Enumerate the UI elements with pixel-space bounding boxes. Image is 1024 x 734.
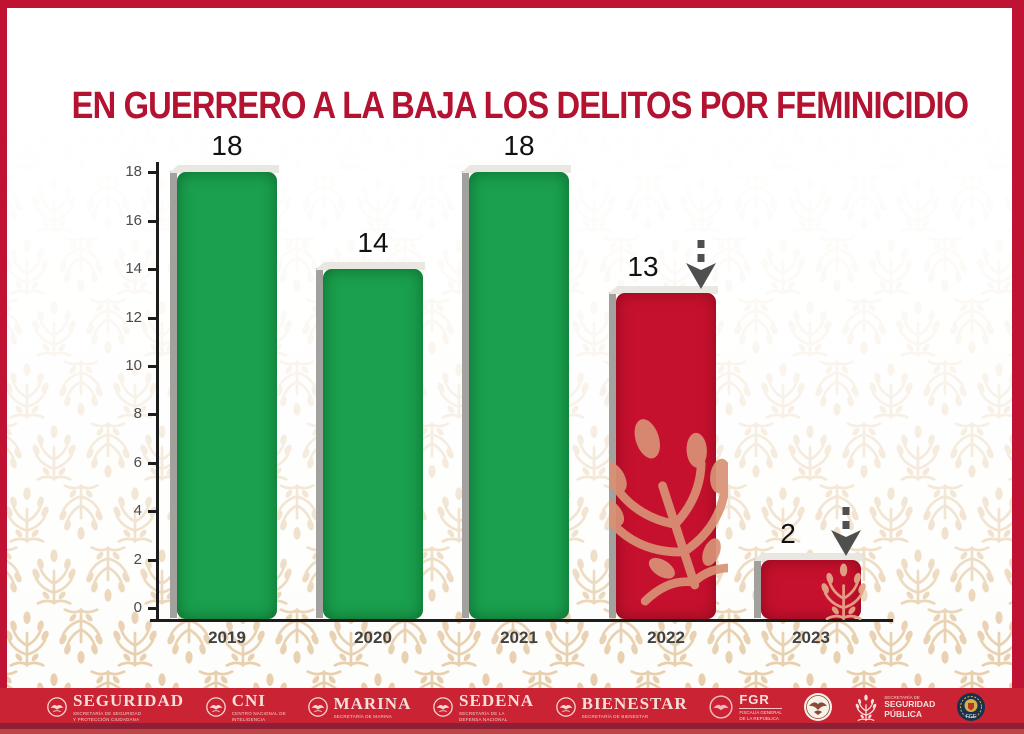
bar-value-label: 18 xyxy=(503,130,535,161)
logo-label: SEGURIDAD xyxy=(73,690,185,710)
bar-fill xyxy=(469,172,569,619)
down-arrow-icon xyxy=(831,507,861,556)
bar-cap xyxy=(753,553,863,561)
y-axis-tick-label: 18 xyxy=(125,163,142,181)
y-axis-tick-label: 2 xyxy=(133,550,142,568)
x-axis-label: 2019 xyxy=(208,628,246,647)
logo-label: FGR xyxy=(739,691,770,707)
y-axis-tick-label: 6 xyxy=(133,453,142,471)
y-axis-tick xyxy=(148,268,158,272)
x-axis-label: 2023 xyxy=(792,628,830,647)
y-axis-line xyxy=(156,162,159,621)
y-axis-tick-label: 14 xyxy=(125,260,142,278)
logo-subtitle: SECRETARÍA DE MARINA xyxy=(333,713,393,719)
eagle-seal-icon xyxy=(433,697,453,717)
logo-subtitle: SECRETARÍA DE BIENESTAR xyxy=(581,713,649,719)
y-axis-tick-label: 4 xyxy=(133,502,142,520)
y-axis-tick xyxy=(148,607,158,610)
y-axis-tick xyxy=(148,413,158,417)
page-title: EN GUERRERO A LA BAJA LOS DELITOS POR FE… xyxy=(71,85,969,128)
y-axis-tick xyxy=(148,171,158,175)
footer-bottom-stripe xyxy=(0,729,1024,734)
bar-fill xyxy=(616,293,716,619)
logo-cni: CNI CENTRO NACIONAL DE INTELIGENCIA xyxy=(205,692,286,722)
tree-icon xyxy=(854,693,878,721)
top-border-band xyxy=(0,0,1024,8)
y-axis-tick xyxy=(148,365,158,368)
eagle-seal-icon xyxy=(47,697,67,717)
logo-marina: MARINA SECRETARÍA DE MARINA xyxy=(307,695,412,720)
bar-fill xyxy=(323,269,423,619)
logo-label: SEDENA xyxy=(459,690,534,710)
y-axis-tick xyxy=(148,510,158,514)
bar-fill xyxy=(761,560,861,619)
logo-seguridad-publica: SECRETARÍA DE SEGURIDAD PÚBLICA xyxy=(853,692,935,722)
logo-seguridad: SEGURIDAD SECRETARÍA DE SEGURIDAD Y PROTE… xyxy=(46,692,184,722)
bar-side xyxy=(462,171,469,618)
bar-side xyxy=(170,171,177,618)
x-axis-label: 2020 xyxy=(354,628,392,647)
logo-subtitle: SECRETARÍA DE xyxy=(884,695,920,701)
eagle-seal-icon xyxy=(555,697,576,717)
y-axis-tick xyxy=(148,219,158,223)
bar-value-label: 13 xyxy=(627,251,659,282)
round-eagle-seal-icon xyxy=(803,693,832,721)
bar-side xyxy=(316,268,323,618)
logo-subtitle: FISCALÍA GENERAL DE LA REPÚBLICA xyxy=(739,707,782,721)
logo-sedena: SEDENA SECRETARÍA DE LA DEFENSA NACIONAL xyxy=(432,692,534,722)
y-axis-tick xyxy=(148,558,158,562)
right-border-band xyxy=(1012,8,1024,689)
bar-2020 xyxy=(315,262,425,619)
y-axis-tick-label: 8 xyxy=(133,405,142,423)
logo-label: CNI xyxy=(231,690,266,710)
bar-2022 xyxy=(608,286,718,619)
bar-value-label: 14 xyxy=(357,227,389,258)
bar-2023 xyxy=(753,553,863,619)
footer-bar: SEGURIDAD SECRETARÍA DE SEGURIDAD Y PROTE… xyxy=(0,688,1024,734)
fge-badge-icon: FGE xyxy=(956,693,985,721)
fgr-seal-icon xyxy=(709,695,733,719)
logo-label: SEGURIDAD PÚBLICA xyxy=(884,699,936,719)
bar-value-label: 2 xyxy=(780,518,796,549)
logo-fge: FGE xyxy=(956,692,986,722)
bar-2019 xyxy=(169,165,279,619)
bar-fill xyxy=(177,172,277,619)
bar-cap xyxy=(315,262,425,270)
logo-label: BIENESTAR xyxy=(581,693,688,713)
y-axis-tick-label: 0 xyxy=(133,599,142,616)
logo-subtitle: CENTRO NACIONAL DE INTELIGENCIA xyxy=(231,710,286,722)
logo-fgr: FGR FISCALÍA GENERAL DE LA REPÚBLICA xyxy=(708,693,782,722)
bar-cap xyxy=(461,165,571,173)
y-axis-tick xyxy=(148,316,158,320)
eagle-seal-icon xyxy=(205,697,226,717)
logo-label: MARINA xyxy=(333,693,412,713)
bar-cap xyxy=(608,286,718,294)
y-axis-tick-label: 10 xyxy=(125,357,142,374)
bar-value-label: 18 xyxy=(211,130,243,161)
x-axis-label: 2021 xyxy=(500,628,538,647)
y-axis-tick xyxy=(148,461,158,465)
logo-subtitle: SECRETARÍA DE LA DEFENSA NACIONAL xyxy=(459,710,508,722)
logo-eagle-seal xyxy=(803,692,833,722)
logo-label: FGE xyxy=(966,714,977,720)
logo-bienestar: BIENESTAR SECRETARÍA DE BIENESTAR xyxy=(555,695,688,720)
bar-cap xyxy=(169,165,279,173)
eagle-seal-icon xyxy=(307,697,328,717)
footer-logo-row: SEGURIDAD SECRETARÍA DE SEGURIDAD Y PROTE… xyxy=(46,688,986,726)
y-axis-tick-label: 16 xyxy=(125,211,142,229)
bar-side xyxy=(609,292,616,618)
bar-2021 xyxy=(461,165,571,619)
left-border-band xyxy=(0,8,7,689)
y-axis-tick-label: 12 xyxy=(125,308,142,326)
bar-side xyxy=(754,559,761,618)
down-arrow-icon xyxy=(686,240,716,289)
logo-subtitle: SECRETARÍA DE SEGURIDAD Y PROTECCIÓN CIU… xyxy=(73,710,142,722)
x-axis-line xyxy=(150,619,893,622)
x-axis-label: 2022 xyxy=(647,628,685,647)
footer-dark-stripe xyxy=(0,723,1024,729)
